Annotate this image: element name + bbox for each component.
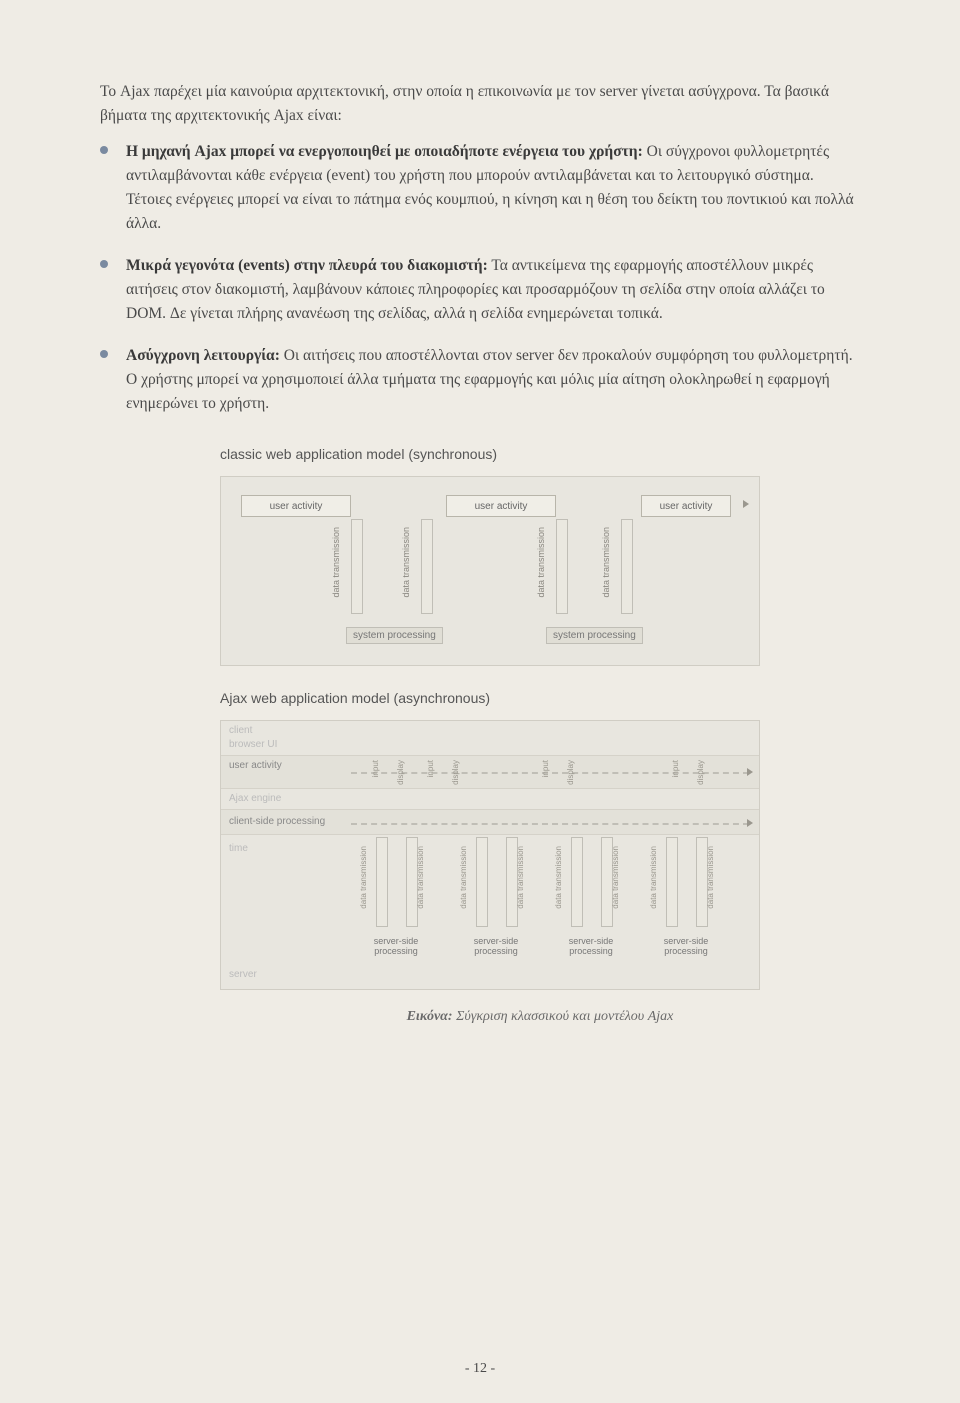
display-label: display [396, 760, 405, 785]
caption-label: Εικόνα: [407, 1009, 453, 1024]
time-label: time [229, 843, 349, 854]
bullet-item: Η μηχανή Ajax μπορεί να ενεργοποιηθεί με… [100, 140, 860, 236]
display-label: display [451, 760, 460, 785]
data-transmission-label: data transmission [516, 846, 525, 909]
data-transmission-label: data transmission [706, 846, 715, 909]
bullet-list: Η μηχανή Ajax μπορεί να ενεργοποιηθεί με… [100, 140, 860, 416]
diagram-ajax: client browser UI user activity input di… [220, 720, 760, 990]
input-label: input [371, 760, 380, 777]
data-transmission-label: data transmission [459, 846, 468, 909]
client-label: client [229, 725, 349, 736]
diagram1-title: classic web application model (synchrono… [220, 444, 860, 466]
server-side-processing-label: server-side processing [651, 936, 721, 958]
data-transmission-label: data transmission [416, 846, 425, 909]
data-transmission-label: data transmission [401, 527, 411, 598]
intro-paragraph: Το Ajax παρέχει μία καινούρια αρχιτεκτον… [100, 80, 860, 128]
user-activity-box: user activity [641, 495, 731, 517]
ajax-engine-label: Ajax engine [229, 793, 349, 804]
caption-text: Σύγκριση κλασσικού και μοντέλου Ajax [453, 1009, 674, 1024]
bullet-heading: Μικρά γεγονότα (events) στην πλευρά του … [126, 257, 488, 274]
data-transmission-label: data transmission [554, 846, 563, 909]
diagram2-title: Ajax web application model (asynchronous… [220, 688, 860, 710]
document-body: Το Ajax παρέχει μία καινούρια αρχιτεκτον… [100, 80, 860, 1027]
page-number: - 12 - [0, 1361, 960, 1377]
user-activity-label: user activity [229, 760, 349, 771]
display-label: display [566, 760, 575, 785]
diagrams-section: classic web application model (synchrono… [220, 444, 860, 1027]
user-activity-box: user activity [446, 495, 556, 517]
server-side-processing-label: server-side processing [556, 936, 626, 958]
server-side-processing-label: server-side processing [461, 936, 531, 958]
data-transmission-label: data transmission [536, 527, 546, 598]
bullet-item: Ασύγχρονη λειτουργία: Οι αιτήσεις που απ… [100, 344, 860, 416]
input-label: input [671, 760, 680, 777]
display-label: display [696, 760, 705, 785]
data-transmission-label: data transmission [601, 527, 611, 598]
input-label: input [541, 760, 550, 777]
input-label: input [426, 760, 435, 777]
data-transmission-label: data transmission [649, 846, 658, 909]
server-label: server [229, 969, 349, 980]
system-processing-label: system processing [346, 627, 443, 644]
client-side-processing-label: client-side processing [229, 816, 349, 827]
data-transmission-label: data transmission [611, 846, 620, 909]
data-transmission-label: data transmission [331, 527, 341, 598]
diagram-classic: user activity user activity user activit… [220, 476, 760, 666]
bullet-item: Μικρά γεγονότα (events) στην πλευρά του … [100, 254, 860, 326]
system-processing-label: system processing [546, 627, 643, 644]
bullet-heading: Ασύγχρονη λειτουργία: [126, 347, 280, 364]
user-activity-box: user activity [241, 495, 351, 517]
figure-caption: Εικόνα: Σύγκριση κλασσικού και μοντέλου … [220, 1006, 860, 1028]
browser-ui-label: browser UI [229, 739, 349, 750]
server-side-processing-label: server-side processing [361, 936, 431, 958]
data-transmission-label: data transmission [359, 846, 368, 909]
bullet-heading: Η μηχανή Ajax μπορεί να ενεργοποιηθεί με… [126, 143, 643, 160]
